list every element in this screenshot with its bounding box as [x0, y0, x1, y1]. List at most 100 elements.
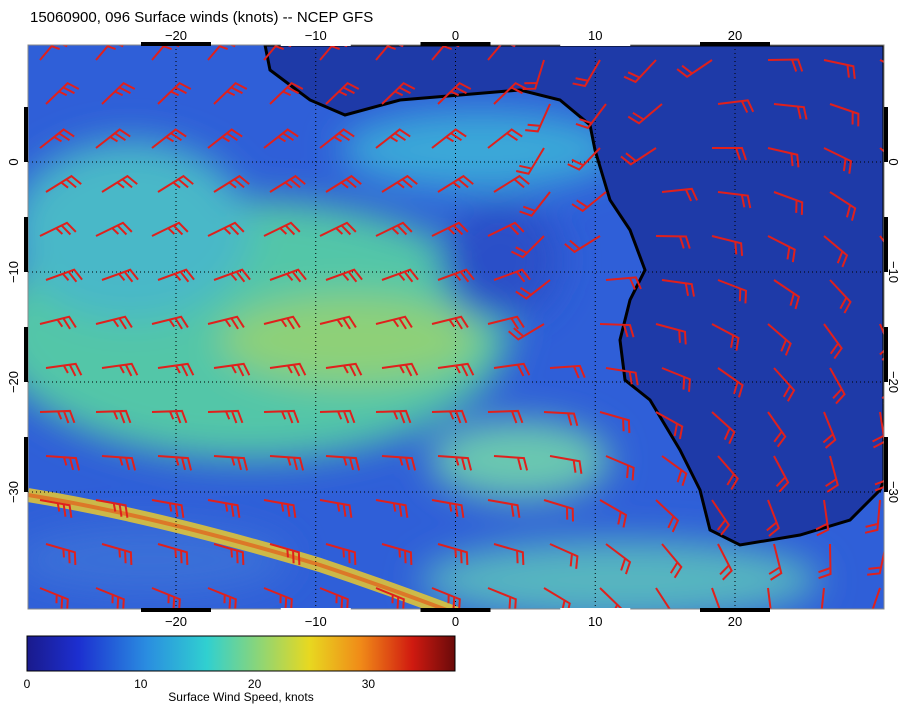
barb-shape	[493, 268, 531, 283]
barb-shape	[157, 268, 195, 283]
wind-barb	[101, 543, 133, 565]
barb-shape	[101, 455, 137, 471]
wind-barb	[575, 103, 607, 130]
barb-shape	[95, 499, 129, 518]
barb-shape	[151, 409, 188, 424]
barb-shape	[39, 587, 69, 609]
wind-barb	[45, 81, 80, 105]
wind-barb	[549, 455, 583, 474]
wind-barb	[375, 499, 409, 518]
barb-shape	[767, 147, 800, 168]
barb-shape	[45, 362, 83, 377]
wind-barb	[39, 315, 77, 330]
wind-barb	[808, 587, 825, 609]
barb-shape	[564, 235, 601, 254]
wind-barb	[487, 128, 523, 149]
wind-barb	[571, 191, 607, 213]
barb-shape	[717, 191, 752, 209]
barb-shape	[207, 128, 243, 149]
lat-label-right: −20	[886, 371, 901, 393]
wind-barb	[773, 367, 796, 402]
wind-barb	[823, 59, 856, 79]
wind-barb	[829, 191, 857, 221]
wind-barb	[717, 543, 733, 581]
wind-barb	[319, 221, 357, 237]
wind-barb	[39, 587, 69, 609]
wind-barb	[45, 362, 83, 377]
barb-shape	[829, 367, 846, 405]
wind-barb	[95, 128, 131, 149]
wind-barb	[319, 128, 355, 149]
barb-shape	[599, 411, 631, 433]
barb-shape	[325, 455, 361, 471]
barb-shape	[519, 191, 551, 217]
barb-shape	[95, 221, 133, 237]
barb-shape	[319, 587, 349, 609]
lon-label-top: 20	[728, 28, 742, 43]
wind-barb	[655, 587, 674, 609]
barb-shape	[493, 362, 531, 377]
wind-barb	[269, 174, 306, 193]
barb-shape	[605, 455, 635, 481]
wind-barb	[375, 587, 405, 609]
wind-barb	[768, 543, 783, 581]
barb-shape	[825, 455, 839, 493]
wind-barb	[151, 221, 189, 237]
wind-barb	[45, 174, 82, 193]
wind-barb	[493, 455, 529, 471]
barb-shape	[207, 221, 245, 237]
barb-shape	[717, 455, 739, 491]
barb-shape	[815, 499, 830, 537]
wind-barb	[157, 543, 189, 565]
wind-barb	[263, 587, 293, 609]
lat-label-right: −10	[886, 261, 901, 283]
barb-shape	[269, 81, 304, 105]
barb-shape	[818, 543, 832, 580]
land	[263, 45, 884, 547]
barb-shape	[599, 499, 628, 528]
wind-barb	[549, 364, 586, 379]
barb-shape	[655, 323, 687, 345]
barb-shape	[39, 221, 77, 237]
barb-shape	[39, 499, 73, 518]
barb-shape	[213, 362, 251, 377]
wind-barb	[263, 409, 300, 424]
barb-shape	[711, 235, 744, 256]
barb-shape	[151, 499, 185, 518]
wind-barb	[543, 499, 575, 522]
barb-shape	[213, 455, 249, 471]
wind-barb	[325, 362, 363, 377]
wind-barb	[381, 174, 418, 193]
wind-barb	[431, 409, 468, 424]
wind-barb	[381, 268, 419, 283]
axis-labels: −20 −20 −10 −10 0 0 10 10 20 20 0 0 −10 −10 −20 −20 −30 −…	[6, 28, 901, 629]
wind-barb	[431, 587, 461, 609]
barb-shape	[319, 409, 356, 424]
wind-barb	[655, 323, 687, 345]
barb-shape	[213, 543, 245, 565]
barb-shape	[319, 499, 353, 518]
wind-barb	[45, 268, 83, 283]
barb-shape	[95, 128, 131, 149]
barb-shape	[822, 411, 837, 449]
barb-shape	[493, 543, 525, 565]
barb-shape	[375, 587, 405, 609]
lat-label-left: 0	[6, 158, 21, 165]
wind-barb	[627, 103, 663, 125]
wind-barb	[263, 221, 301, 237]
wind-barb	[437, 174, 474, 193]
wind-barb	[375, 315, 413, 330]
wind-barb	[39, 499, 73, 518]
wind-barb	[213, 455, 249, 471]
lon-label-top: −20	[165, 28, 187, 43]
tick-bar	[700, 42, 770, 46]
wind-barb	[431, 128, 467, 149]
barb-shape	[767, 235, 796, 263]
barb-shape	[437, 174, 474, 193]
barb-shape	[711, 323, 740, 351]
barb-shape	[767, 411, 787, 448]
wind-barb	[493, 81, 528, 105]
lon-label-bottom: 10	[588, 614, 602, 629]
wind-barb	[620, 147, 657, 166]
barb-shape	[605, 276, 642, 290]
